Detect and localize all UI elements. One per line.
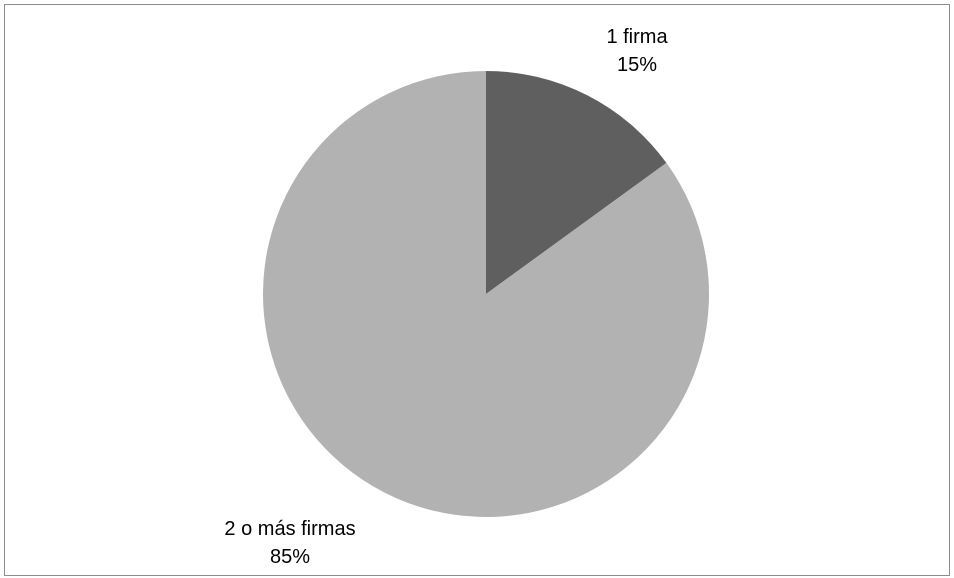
slice-percent-2: 85% xyxy=(270,546,310,568)
pie-slice-2 xyxy=(263,71,710,518)
pie-chart: 1 firma 15% 2 o más firmas 85% xyxy=(224,26,710,568)
slice-label-1: 1 firma xyxy=(606,26,668,48)
slice-label-2: 2 o más firmas xyxy=(224,518,355,540)
slice-labels: 1 firma 15% 2 o más firmas 85% xyxy=(224,26,668,568)
pie-slice-1 xyxy=(486,71,667,294)
pie-slices xyxy=(263,71,710,518)
chart-area: 1 firma 15% 2 o más firmas 85% xyxy=(4,4,950,576)
slice-percent-1: 15% xyxy=(617,54,657,76)
